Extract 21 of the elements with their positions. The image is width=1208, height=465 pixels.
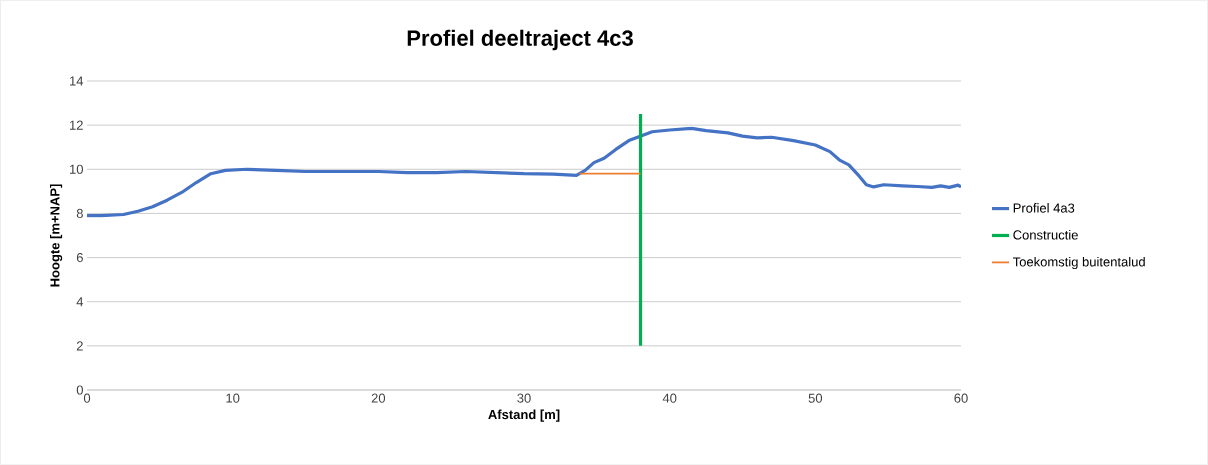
legend-label: Toekomstig buitentalud — [1012, 256, 1145, 270]
y-tick-label: 2 — [76, 341, 83, 351]
x-tick-label: 50 — [808, 393, 823, 403]
x-tick-label: 30 — [517, 393, 531, 403]
x-tick-label: 60 — [954, 393, 968, 403]
x-tick-label: 40 — [662, 393, 677, 403]
y-axis-title: Hoogte [m+NAP] — [49, 184, 63, 287]
x-axis-title: Afstand [m] — [488, 409, 560, 422]
x-tick-label: 20 — [371, 393, 386, 403]
y-tick-label: 4 — [76, 297, 84, 307]
chart-title: Profiel deeltraject 4c3 — [407, 29, 633, 51]
y-tick-label: 14 — [70, 76, 84, 86]
y-tick-label: 0 — [76, 385, 83, 395]
y-tick-label: 10 — [70, 164, 83, 174]
legend-label: Profiel 4a3 — [1013, 203, 1075, 213]
y-tick-label: 8 — [76, 208, 83, 219]
x-tick-label: 10 — [226, 393, 240, 403]
legend-label: Constructie — [1013, 230, 1078, 240]
x-tick-label: 0 — [83, 393, 91, 403]
y-tick-label: 6 — [76, 252, 83, 263]
y-tick-label: 12 — [70, 120, 83, 130]
